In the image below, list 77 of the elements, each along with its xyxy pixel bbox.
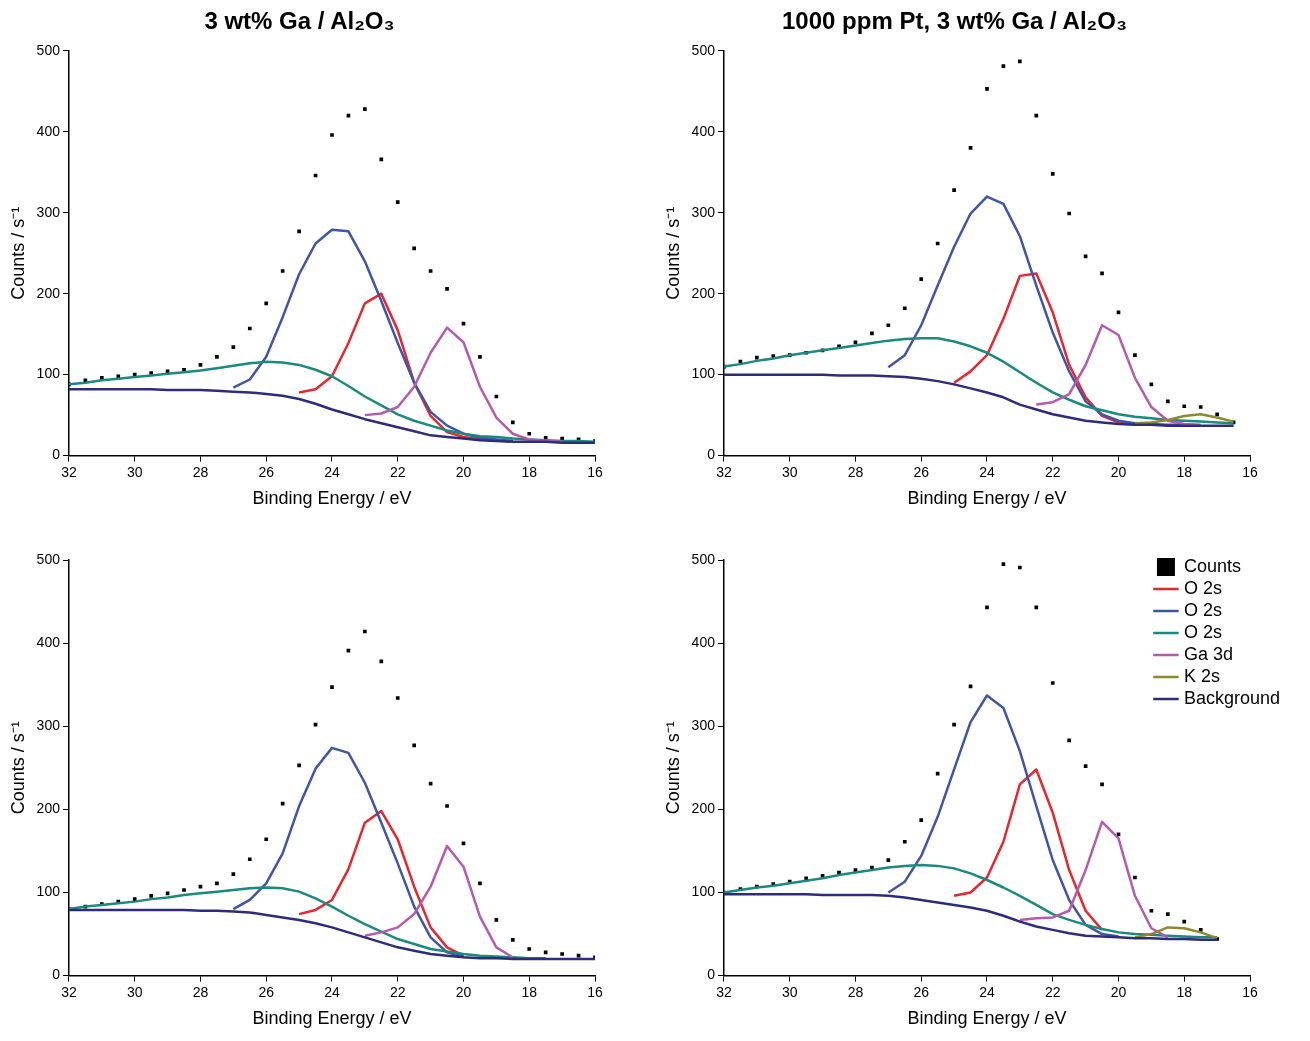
x-tick-label: 24 [324, 983, 340, 1000]
y-tick-label: 300 [36, 717, 61, 734]
y-tick-label: 200 [36, 284, 61, 301]
chart-title: 1000 ppm Pt, 3 wt% Ga / Al₂O₃ [782, 7, 1127, 35]
x-tick-label: 16 [587, 983, 603, 1000]
x-axis-title: Binding Energy / eV [252, 488, 412, 509]
y-axis-title: Counts / s⁻¹ [662, 206, 683, 300]
x-axis-title: Binding Energy / eV [252, 1008, 412, 1029]
x-tick-label: 28 [192, 463, 209, 480]
y-tick-label: 200 [36, 800, 61, 817]
legend-label: O 2s [1183, 577, 1222, 598]
x-tick-label: 24 [979, 983, 995, 1000]
y-tick-label: 400 [691, 633, 716, 650]
y-tick-label: 100 [691, 365, 716, 382]
legend-label: Ga 3d [1183, 643, 1233, 664]
legend-label: O 2s [1183, 621, 1222, 642]
y-axis-title: Counts / s⁻¹ [7, 721, 28, 815]
x-tick-label: 28 [847, 463, 864, 480]
x-tick-label: 32 [716, 463, 732, 480]
legend-label: Counts [1183, 555, 1241, 576]
x-tick-label: 26 [913, 983, 930, 1000]
x-tick-label: 18 [1176, 463, 1193, 480]
x-tick-label: 32 [716, 983, 732, 1000]
x-tick-label: 32 [61, 463, 77, 480]
x-tick-label: 26 [913, 463, 930, 480]
x-tick-label: 18 [1176, 983, 1193, 1000]
x-tick-label: 30 [126, 463, 143, 480]
x-tick-label: 26 [258, 983, 275, 1000]
y-tick-label: 0 [52, 446, 61, 463]
x-tick-label: 20 [1110, 983, 1127, 1000]
x-tick-label: 32 [61, 983, 77, 1000]
x-tick-label: 22 [389, 463, 406, 480]
x-tick-label: 24 [324, 463, 340, 480]
x-tick-label: 20 [455, 463, 472, 480]
x-tick-label: 18 [521, 983, 538, 1000]
y-tick-label: 300 [691, 717, 716, 734]
x-tick-label: 30 [126, 983, 143, 1000]
y-tick-label: 100 [36, 883, 61, 900]
y-tick-label: 500 [691, 550, 716, 567]
x-tick-label: 24 [979, 463, 995, 480]
legend-label: O 2s [1183, 599, 1222, 620]
x-tick-label: 30 [781, 463, 798, 480]
y-tick-label: 400 [36, 633, 61, 650]
y-axis-title: Counts / s⁻¹ [7, 206, 28, 300]
y-tick-label: 500 [36, 41, 61, 58]
x-tick-label: 28 [192, 983, 209, 1000]
y-tick-label: 500 [691, 41, 716, 58]
y-tick-label: 0 [707, 446, 716, 463]
y-tick-label: 200 [691, 284, 716, 301]
x-tick-label: 18 [521, 463, 538, 480]
legend-label: Background [1183, 687, 1281, 708]
y-tick-label: 400 [691, 122, 716, 139]
x-tick-label: 20 [455, 983, 472, 1000]
x-tick-label: 28 [847, 983, 864, 1000]
x-tick-label: 16 [1242, 463, 1258, 480]
legend-label: K 2s [1183, 665, 1220, 686]
x-axis-title: Binding Energy / eV [907, 488, 1067, 509]
x-tick-label: 26 [258, 463, 275, 480]
x-tick-label: 20 [1110, 463, 1127, 480]
x-tick-label: 22 [389, 983, 406, 1000]
x-tick-label: 16 [587, 463, 603, 480]
x-tick-label: 30 [781, 983, 798, 1000]
y-tick-label: 400 [36, 122, 61, 139]
y-tick-label: 200 [691, 800, 716, 817]
x-tick-label: 22 [1044, 983, 1061, 1000]
y-tick-label: 300 [691, 203, 716, 220]
y-tick-label: 100 [691, 883, 716, 900]
y-tick-label: 0 [52, 966, 61, 983]
x-tick-label: 16 [1242, 983, 1258, 1000]
x-axis-title: Binding Energy / eV [907, 1008, 1067, 1029]
y-tick-label: 0 [707, 966, 716, 983]
y-axis-title: Counts / s⁻¹ [662, 721, 683, 815]
y-tick-label: 500 [36, 550, 61, 567]
y-tick-label: 100 [36, 365, 61, 382]
x-tick-label: 22 [1044, 463, 1061, 480]
chart-title: 3 wt% Ga / Al₂O₃ [204, 7, 395, 35]
y-tick-label: 300 [36, 203, 61, 220]
